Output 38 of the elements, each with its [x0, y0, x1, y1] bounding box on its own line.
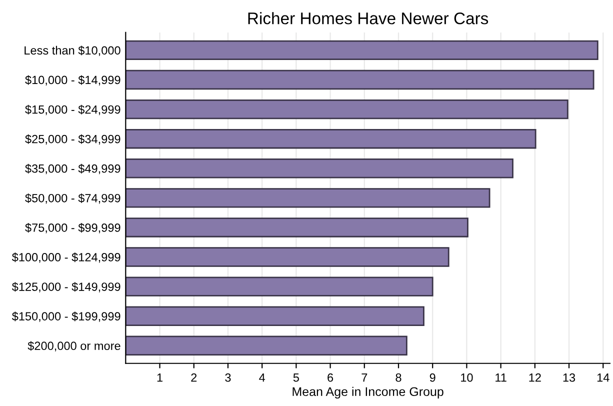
y-tick-label: $75,000 - $99,999: [25, 223, 120, 234]
y-tick-label: $200,000 or more: [28, 341, 120, 352]
x-tick-label: 6: [328, 373, 334, 382]
y-tick-label: $150,000 - $199,999: [12, 312, 120, 322]
bar: [126, 247, 450, 267]
y-tick-label: $10,000 - $14,999: [25, 75, 120, 86]
chart-title: Richer Homes Have Newer Cars: [248, 12, 488, 24]
x-tick-label: 4: [259, 374, 266, 382]
bar: [126, 158, 514, 178]
bar: [126, 188, 490, 208]
x-tick-label: 8: [396, 373, 402, 382]
bar: [126, 276, 434, 296]
bar: [126, 40, 598, 60]
bar: [126, 70, 594, 90]
x-tick-label: 7: [362, 374, 368, 382]
y-tick-label: $15,000 - $24,999: [25, 104, 120, 116]
y-tick-label: Less than $10,000: [24, 46, 120, 56]
x-tick-label: 13: [563, 373, 576, 382]
y-tick-label: $25,000 - $34,999: [25, 134, 120, 145]
x-tick-label: 1: [157, 374, 162, 382]
bar: [126, 336, 408, 356]
x-axis-title: Mean Age in Income Group: [292, 386, 444, 399]
bar: [126, 128, 536, 149]
bar: [126, 218, 468, 238]
y-tick-label: $125,000 - $149,999: [12, 282, 120, 292]
x-tick-label: 10: [461, 373, 473, 382]
x-tick-label: 5: [293, 374, 299, 382]
x-tick-label: 9: [430, 373, 436, 382]
x-tick-label: 11: [496, 374, 506, 382]
x-tick-label: 14: [597, 374, 610, 382]
x-tick-label: 3: [225, 373, 231, 382]
bar: [126, 306, 424, 326]
bar: [126, 99, 568, 120]
y-tick-label: $100,000 - $124,999: [12, 252, 120, 263]
x-tick-label: 2: [191, 373, 197, 382]
y-tick-label: $50,000 - $74,999: [25, 193, 120, 204]
x-tick-label: 12: [529, 373, 541, 382]
y-tick-label: $35,000 - $49,999: [25, 164, 120, 174]
